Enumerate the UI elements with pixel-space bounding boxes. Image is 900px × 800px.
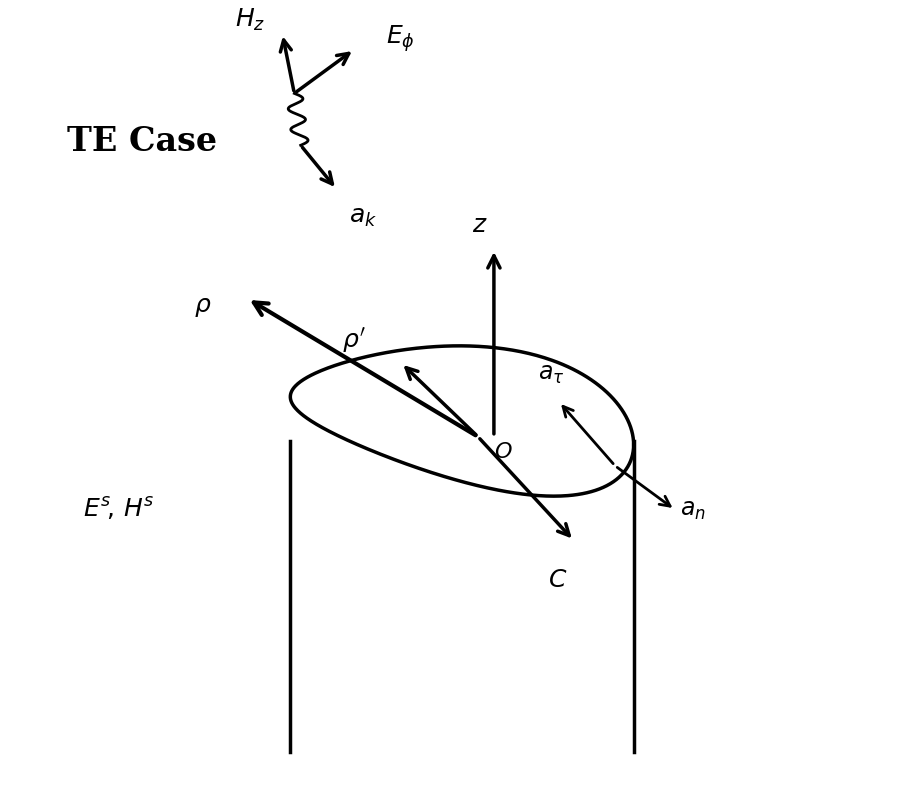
Text: $\rho'$: $\rho'$ bbox=[342, 326, 365, 355]
Text: $E_\phi$: $E_\phi$ bbox=[386, 24, 415, 54]
Text: $z$: $z$ bbox=[472, 213, 488, 237]
Text: $a_\tau$: $a_\tau$ bbox=[538, 362, 564, 386]
Text: $H_z$: $H_z$ bbox=[235, 7, 266, 34]
Text: $a_k$: $a_k$ bbox=[348, 205, 376, 229]
Text: $E^s\!,\,H^s$: $E^s\!,\,H^s$ bbox=[83, 495, 154, 522]
Text: TE Case: TE Case bbox=[67, 125, 217, 158]
Text: $O$: $O$ bbox=[494, 441, 512, 462]
Text: $\rho$: $\rho$ bbox=[194, 294, 212, 318]
Text: $C$: $C$ bbox=[548, 569, 568, 593]
Text: $a_n$: $a_n$ bbox=[680, 498, 706, 522]
